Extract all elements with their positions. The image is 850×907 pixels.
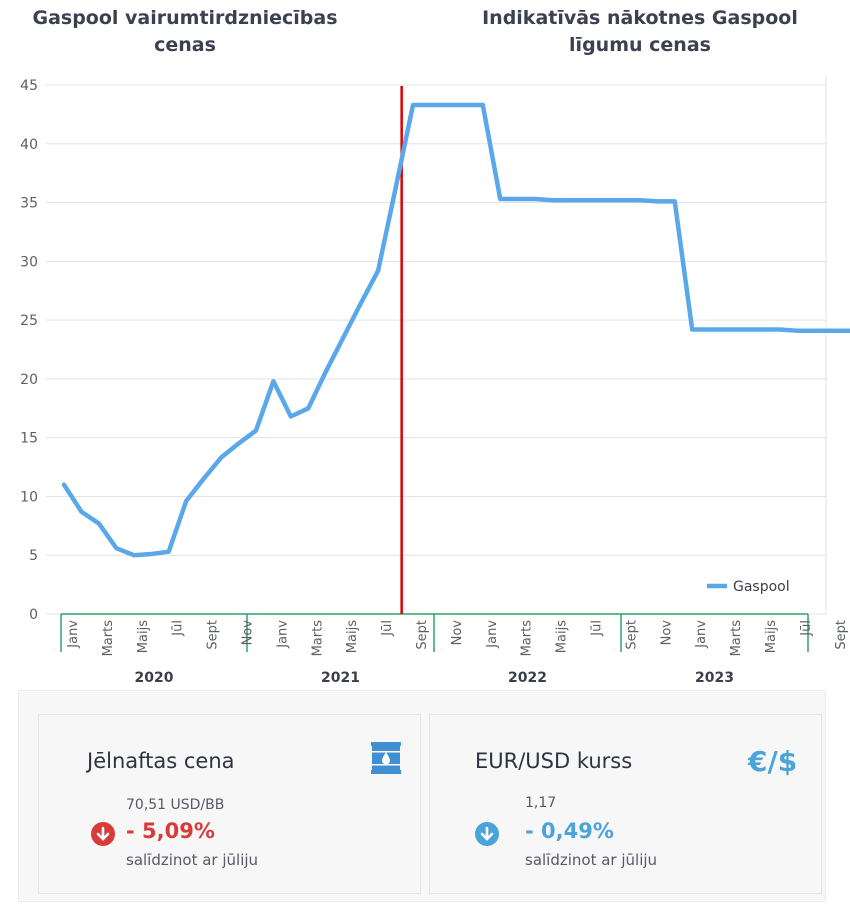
oil-price-title: Jēlnaftas cena (87, 749, 235, 773)
x-year-label: 2023 (695, 670, 734, 686)
y-tick-label: 0 (29, 607, 38, 623)
y-tick-label: 10 (20, 489, 38, 505)
x-tick-label: Marts (310, 620, 325, 657)
chart-title-historical: Gaspool vairumtirdzniecības cenas (32, 7, 338, 56)
x-tick-label: Janv (694, 620, 709, 649)
eur-usd-value: 1,17 (525, 795, 557, 811)
x-tick-label: Nov (241, 620, 256, 646)
x-tick-label: Sept (624, 620, 639, 650)
x-year-label: 2022 (508, 670, 547, 686)
eur-usd-title: EUR/USD kurss (475, 749, 633, 773)
oil-barrel-icon (371, 742, 401, 774)
x-tick-label: Janv (485, 620, 500, 649)
x-tick-label: Janv (66, 620, 81, 649)
oil-price-note: salīdzinot ar jūliju (126, 851, 259, 869)
x-tick-label: Sept (834, 620, 849, 650)
y-tick-label: 15 (20, 431, 38, 447)
currency-icon: €/$ (748, 745, 798, 778)
gaspool-series-line (61, 102, 850, 558)
chart-title-futures: Indikatīvās nākotnes Gaspool līgumu cena… (482, 7, 798, 56)
x-tick-label: Maijs (345, 620, 360, 653)
y-tick-label: 5 (29, 548, 38, 564)
y-tick-label: 25 (20, 313, 38, 329)
x-tick-label: Maijs (764, 620, 779, 653)
eur-usd-note: salīdzinot ar jūliju (525, 851, 658, 869)
oil-price-change: - 5,09% (126, 819, 215, 843)
y-tick-label: 45 (20, 78, 38, 94)
x-tick-label: Sept (415, 620, 430, 650)
x-tick-label: Jūl (171, 620, 186, 637)
eur-usd-change: - 0,49% (525, 819, 614, 843)
x-tick-label: Jūl (590, 620, 605, 637)
x-tick-label: Sept (206, 620, 221, 650)
x-year-label: 2020 (135, 670, 174, 686)
x-tick-label: Jūl (380, 620, 395, 637)
y-tick-label: 20 (20, 372, 38, 388)
x-tick-label: Jūl (799, 620, 814, 637)
legend-label: Gaspool (733, 579, 790, 595)
x-tick-label: Nov (659, 620, 674, 646)
eur-usd-card: EUR/USD kurss €/$ 1,17 - 0,49% salīdzino… (429, 714, 822, 894)
x-tick-label: Maijs (555, 620, 570, 653)
x-tick-label: Maijs (136, 620, 151, 653)
x-tick-label: Janv (275, 620, 290, 649)
x-year-label: 2021 (321, 670, 360, 686)
arrow-down-icon (475, 822, 499, 846)
x-tick-label: Nov (450, 620, 465, 646)
x-tick-label: Marts (729, 620, 744, 657)
arrow-down-icon (91, 822, 115, 846)
y-tick-label: 35 (20, 196, 38, 212)
oil-price-value: 70,51 USD/BB (126, 797, 225, 813)
oil-price-card: Jēlnaftas cena 70,51 USD/BB - 5,09% salī… (38, 714, 421, 894)
y-tick-label: 40 (20, 137, 38, 153)
y-tick-label: 30 (20, 254, 38, 270)
x-tick-label: Marts (101, 620, 116, 657)
price-line-chart: 0 5 10 15 20 25 30 35 40 45 Janv Marts Maijs Jūl Sept N… (20, 75, 850, 686)
x-tick-label: Marts (520, 620, 535, 657)
